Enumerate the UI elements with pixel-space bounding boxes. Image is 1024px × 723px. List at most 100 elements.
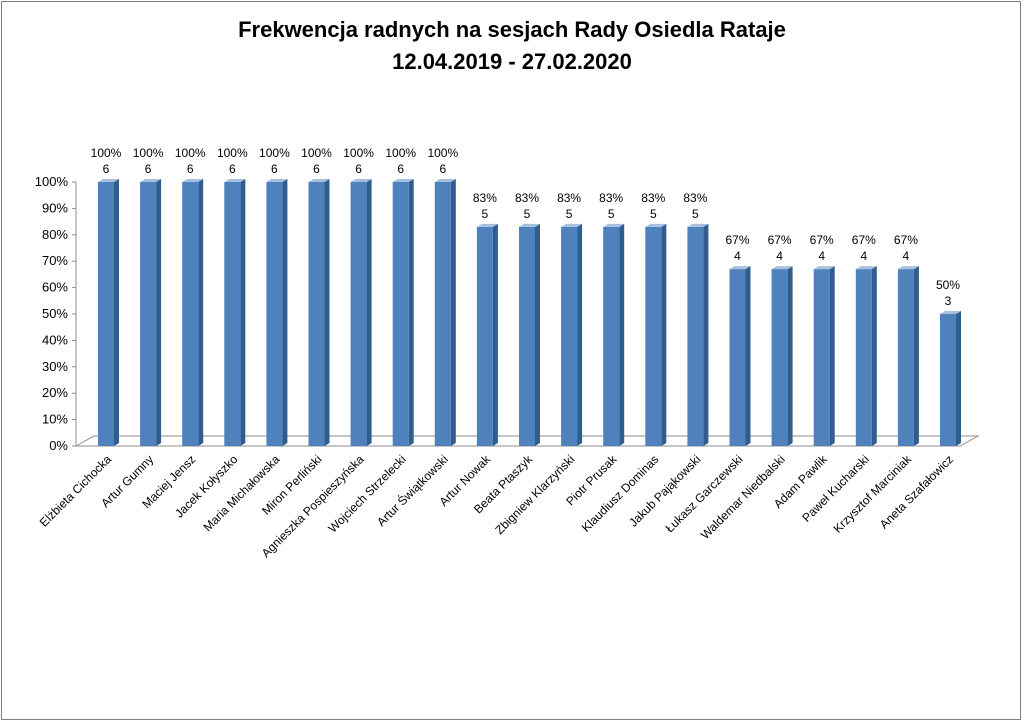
bar-top	[392, 179, 414, 182]
bar	[855, 269, 872, 446]
bar-side	[492, 223, 498, 446]
bar-side	[829, 266, 835, 446]
y-tick-label: 70%	[42, 253, 68, 268]
bar-side	[661, 223, 667, 446]
y-axis: 0% 10% 20% 30% 40% 50% 60% 70% 80% 90% 100%	[35, 174, 77, 453]
chart-title: Frekwencja radnych na sesjach Rady Osied…	[0, 14, 1024, 78]
data-label-count: 5	[524, 207, 531, 221]
data-label-count: 3	[945, 294, 952, 308]
bar	[687, 226, 704, 446]
x-tick-label: Krzysztof Marciniak	[831, 452, 915, 536]
data-label-count: 6	[103, 162, 110, 176]
y-tick-label: 40%	[42, 332, 68, 347]
data-label-count: 6	[229, 162, 236, 176]
chart-title-line: Frekwencja radnych na sesjach Rady Osied…	[238, 17, 786, 42]
bar-top	[813, 266, 835, 270]
data-label-percent: 100%	[217, 146, 248, 160]
bar-top	[308, 179, 330, 182]
data-label-count: 4	[734, 249, 741, 263]
bar-top	[266, 179, 288, 182]
x-tick-label: Maria Michałowska	[200, 452, 282, 534]
bar-side	[156, 179, 162, 446]
data-label-count: 5	[566, 207, 573, 221]
bar	[224, 182, 241, 446]
bar	[266, 182, 283, 446]
bar-side	[450, 179, 456, 446]
data-label-percent: 83%	[557, 191, 581, 205]
bar-side	[956, 311, 961, 446]
bar	[897, 269, 914, 446]
bar-side	[703, 223, 709, 446]
data-label-percent: 100%	[385, 146, 416, 160]
data-label-count: 6	[271, 162, 278, 176]
bar-side	[240, 179, 246, 446]
bar-top	[140, 179, 162, 182]
data-label-percent: 83%	[683, 191, 707, 205]
data-label-percent: 83%	[599, 191, 623, 205]
data-label-count: 4	[860, 249, 867, 263]
data-label-count: 4	[818, 249, 825, 263]
x-tick-label: Klaudiusz Dominas	[579, 452, 662, 535]
bar-side	[408, 179, 414, 446]
data-label-percent: 100%	[175, 146, 206, 160]
x-tick-label: Zbigniew Klarzyński	[492, 452, 577, 537]
bar-side	[871, 266, 877, 446]
data-label-count: 6	[439, 162, 446, 176]
x-tick-label: Jakub Pająkowski	[626, 452, 703, 529]
bar-top	[897, 266, 919, 270]
x-tick-label: Wojciech Strzelecki	[326, 452, 409, 535]
bar	[308, 182, 325, 446]
bar-top	[350, 179, 372, 182]
bar	[771, 269, 788, 446]
y-tick-label: 80%	[42, 227, 68, 242]
y-tick-label: 60%	[42, 280, 68, 295]
data-label-count: 5	[692, 207, 699, 221]
y-tick-label: 50%	[42, 306, 68, 321]
bar-side	[535, 223, 540, 446]
data-label-percent: 67%	[810, 233, 834, 247]
data-label-percent: 100%	[343, 146, 374, 160]
bar-top	[98, 179, 119, 182]
bar-top	[476, 223, 498, 227]
bar-top	[645, 223, 667, 227]
data-label-percent: 100%	[91, 146, 122, 160]
data-label-percent: 100%	[301, 146, 332, 160]
bar-side	[913, 266, 919, 446]
data-label-percent: 67%	[768, 233, 792, 247]
data-label-percent: 83%	[473, 191, 497, 205]
data-label-percent: 67%	[894, 233, 918, 247]
x-tick-label: Elżbieta Cichocka	[37, 452, 115, 530]
bar-top	[687, 223, 709, 227]
data-label-percent: 67%	[725, 233, 749, 247]
bar	[561, 226, 578, 446]
bar-top	[519, 223, 540, 227]
bar	[350, 182, 367, 446]
data-label-count: 6	[397, 162, 404, 176]
data-label-percent: 100%	[427, 146, 458, 160]
bar	[813, 269, 830, 446]
bar	[182, 182, 199, 446]
y-tick-label: 20%	[42, 385, 68, 400]
chart-subtitle: 12.04.2019 - 27.02.2020	[392, 49, 632, 74]
bar-side	[366, 179, 372, 446]
bar-side	[745, 266, 751, 446]
bar	[98, 182, 114, 446]
data-label-percent: 100%	[133, 146, 164, 160]
bar-top	[855, 266, 877, 270]
x-tick-label: Aneta Szafałowicz	[877, 452, 956, 531]
bar-top	[603, 223, 625, 227]
bar-side	[619, 223, 625, 446]
data-label-percent: 67%	[852, 233, 876, 247]
bar	[519, 226, 535, 446]
bar	[434, 182, 451, 446]
data-label-count: 4	[903, 249, 910, 263]
bar	[392, 182, 409, 446]
data-labels: 100% 6 100% 6 100% 6 100% 6 100% 6 100% 6 100% 6 100% 6…	[91, 146, 961, 308]
bar-side	[114, 179, 119, 446]
data-label-percent: 100%	[259, 146, 290, 160]
bar-top	[182, 179, 204, 182]
data-label-count: 6	[145, 162, 152, 176]
